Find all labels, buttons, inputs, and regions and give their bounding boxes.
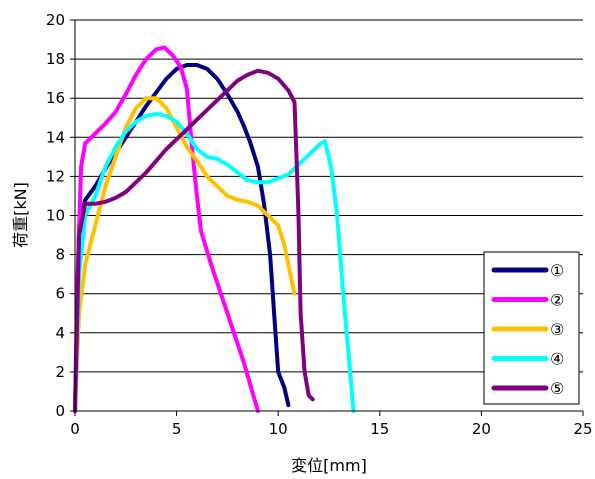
series-layer bbox=[73, 45, 356, 413]
series-line-3 bbox=[73, 96, 297, 413]
y-tick-label-4: 8 bbox=[55, 246, 65, 264]
y-tick-label-0: 0 bbox=[55, 402, 65, 420]
legend-label-3: ③ bbox=[550, 320, 564, 339]
x-tick-label-2: 10 bbox=[269, 420, 288, 438]
y-tick-label-8: 16 bbox=[46, 89, 65, 107]
legend-label-2: ② bbox=[550, 291, 564, 310]
y-tick-labels: 0 2 4 6 8 10 12 14 16 18 20 bbox=[46, 11, 65, 420]
y-tick-label-1: 2 bbox=[55, 363, 65, 381]
y-tick-label-10: 20 bbox=[46, 11, 65, 29]
x-tick-label-0: 0 bbox=[70, 420, 80, 438]
x-tick-label-1: 5 bbox=[172, 420, 182, 438]
legend-label-5: ⑤ bbox=[550, 379, 564, 398]
legend: ① ② ③ ④ ⑤ bbox=[483, 251, 580, 405]
x-tick-label-4: 20 bbox=[472, 420, 491, 438]
x-tick-labels: 0 5 10 15 20 25 bbox=[70, 420, 592, 438]
series-line-5 bbox=[73, 68, 315, 413]
y-axis-title: 荷重[kN] bbox=[11, 182, 30, 248]
series-line-2 bbox=[73, 45, 260, 413]
y-tick-label-3: 6 bbox=[55, 285, 65, 303]
legend-label-4: ④ bbox=[550, 350, 564, 369]
y-tick-label-9: 18 bbox=[46, 50, 65, 68]
y-tick-label-2: 4 bbox=[55, 324, 65, 342]
y-tick-label-7: 14 bbox=[46, 128, 65, 146]
gridlines bbox=[75, 19, 583, 373]
x-axis-title: 変位[mm] bbox=[291, 456, 367, 475]
legend-label-1: ① bbox=[550, 261, 564, 280]
x-tick-label-5: 25 bbox=[573, 420, 592, 438]
y-tick-label-6: 12 bbox=[46, 167, 65, 185]
y-tick-label-5: 10 bbox=[46, 207, 65, 225]
axes bbox=[70, 19, 584, 416]
x-tick-label-3: 15 bbox=[370, 420, 389, 438]
series-line-4 bbox=[73, 111, 356, 413]
